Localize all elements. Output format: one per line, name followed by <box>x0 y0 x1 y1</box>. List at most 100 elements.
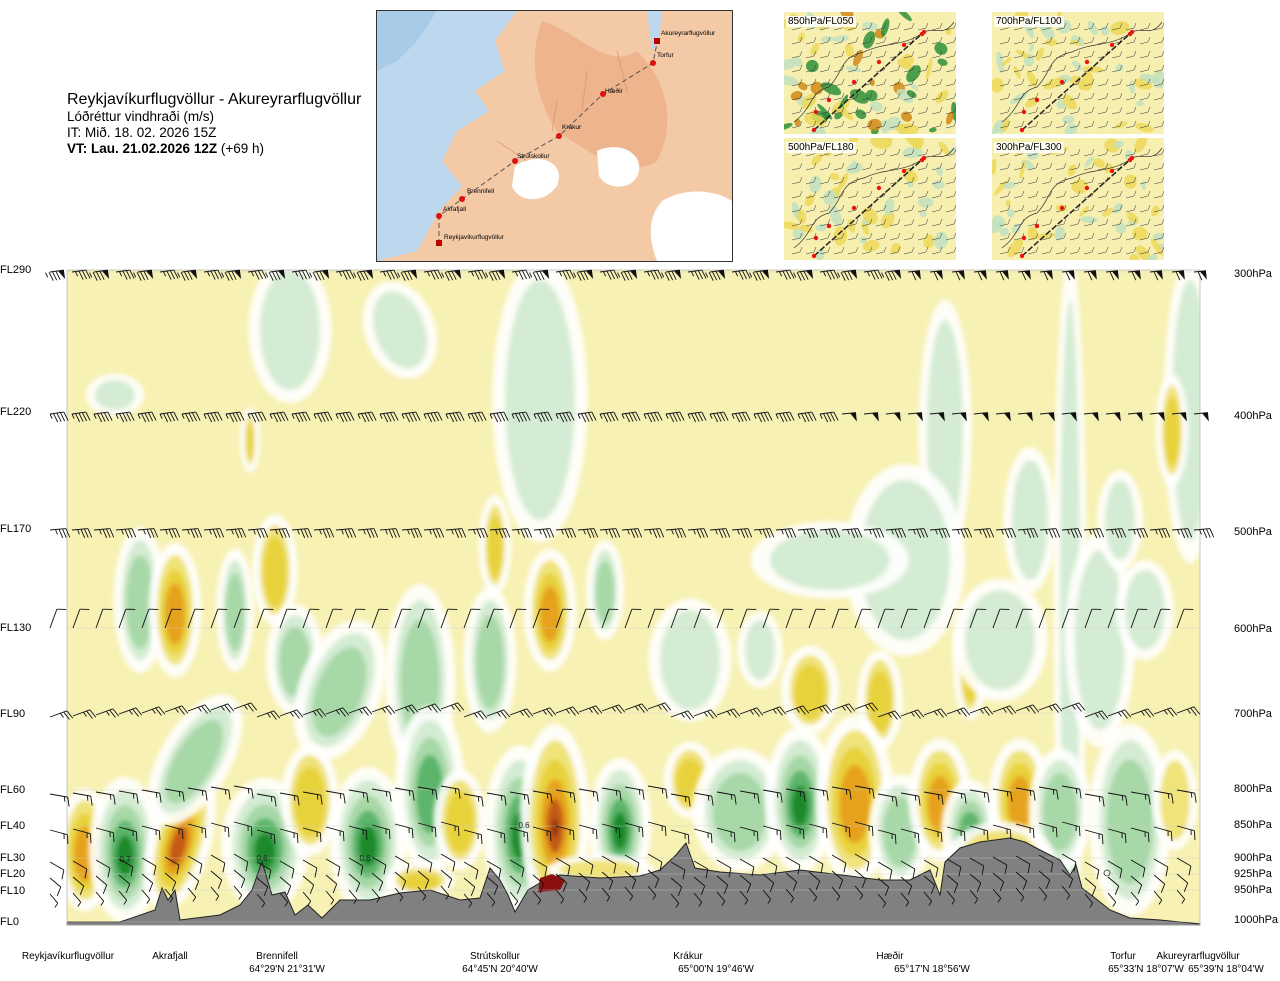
minimap-barb <box>1055 181 1065 185</box>
minimap-barb-flag <box>939 92 943 99</box>
minimap-barb <box>889 223 899 227</box>
minimap-barb <box>999 55 1009 59</box>
minimap-barb <box>1041 209 1051 213</box>
wind-cell-band <box>1125 570 1165 650</box>
fl-label-90: FL90 <box>0 708 26 720</box>
minimap-barb-flag <box>897 64 901 71</box>
minimap-barb-flag <box>1091 176 1095 183</box>
wind-barb <box>854 821 874 837</box>
wind-barb <box>440 785 461 799</box>
minimap-barb-flag <box>1119 246 1123 253</box>
minimap-700hpa-svg <box>992 12 1164 134</box>
wind-barb <box>1084 710 1109 720</box>
waypoint-torfur: Torfur <box>1110 951 1136 962</box>
minimap-barb-flag <box>953 218 956 225</box>
wind-barb <box>973 270 987 281</box>
minimap-barb-flag <box>1049 162 1053 169</box>
wind-barb <box>716 875 729 894</box>
minimap-barb <box>945 69 955 73</box>
brennifell-marker <box>459 196 465 202</box>
minimap-barb <box>1097 223 1107 227</box>
minimap-barb-flag <box>1077 162 1081 169</box>
minimap-barb-flag <box>1077 232 1081 239</box>
minimap-barb-flag <box>1133 190 1137 197</box>
minimap-cell <box>992 77 1004 93</box>
wind-cell-band <box>125 555 155 649</box>
minimap-cell <box>810 42 820 56</box>
wind-barb <box>693 892 703 907</box>
wind-cell-band <box>882 796 918 868</box>
wind-barb <box>233 869 246 888</box>
minimap-barb-flag <box>841 36 845 43</box>
wind-barb <box>647 821 667 837</box>
minimap-barb <box>861 181 871 185</box>
wind-barb <box>831 786 852 800</box>
minimap-barb-flag <box>1021 190 1025 197</box>
minimap-300hpa: 300hPa/FL300 <box>992 138 1164 260</box>
wind-barb <box>159 269 179 280</box>
minimap-barb-flag <box>939 246 943 253</box>
minimap-barb-flag <box>911 92 915 99</box>
wind-barb <box>693 709 718 719</box>
wind-barb <box>1061 528 1083 539</box>
minimap-barb <box>1125 195 1135 199</box>
wind-barb <box>693 792 714 806</box>
wind-barb <box>95 708 120 718</box>
minimap-barb-flag <box>1035 64 1039 71</box>
wind-barb <box>181 528 203 539</box>
minimap-cell <box>851 160 860 172</box>
minimap-barb-flag <box>1063 64 1067 71</box>
wind-barb <box>863 269 883 280</box>
minimap-barb <box>1111 111 1121 115</box>
minimap-barb <box>1041 111 1051 115</box>
wind-barb <box>371 788 392 802</box>
minimap-barb <box>875 223 885 227</box>
wind-barb <box>775 528 797 539</box>
minimap-barb-flag <box>1105 232 1109 239</box>
wind-barb <box>486 828 506 844</box>
wind-cell <box>952 578 1048 702</box>
minimap-barb-flag <box>1063 78 1067 85</box>
minimap-barb <box>1153 209 1163 213</box>
minimap-barb-flag <box>1133 106 1137 113</box>
minimap-barb <box>1069 153 1079 157</box>
minimap-barb <box>833 41 843 45</box>
wind-barb <box>72 828 92 844</box>
minimap-barb-flag <box>925 78 929 85</box>
wind-barb <box>1061 608 1079 629</box>
wind-barb <box>1017 528 1039 539</box>
minimap-barb-flag <box>1161 92 1164 99</box>
minimap-barb-flag <box>1147 106 1151 113</box>
wind-cell-band <box>372 291 428 369</box>
minimap-barb-flag <box>1063 92 1067 99</box>
wind-cell <box>88 777 162 923</box>
minimap-cell <box>853 49 864 67</box>
minimap-barb-flag <box>813 92 817 99</box>
minimap-barb-flag <box>1147 92 1151 99</box>
minimap-barb <box>1153 111 1163 115</box>
minimap-waypoint <box>826 223 832 229</box>
wind-cell <box>463 587 517 733</box>
minimap-barb-flag <box>1133 218 1137 225</box>
wind-cell <box>86 373 144 417</box>
minimap-barb-flag <box>1091 246 1095 253</box>
minimap-barb <box>917 153 927 157</box>
minimap-barb <box>945 27 955 31</box>
wind-cell-band <box>770 530 890 590</box>
wind-barb <box>716 891 726 906</box>
akrafjall-marker <box>436 213 442 219</box>
wind-barb <box>463 877 476 896</box>
minimap-barb-flag <box>869 50 873 57</box>
wind-barb <box>624 822 644 838</box>
minimap-barb-flag <box>827 218 831 225</box>
minimap-barb <box>875 41 885 45</box>
minimap-cell <box>992 123 1000 134</box>
minimap-barb <box>1055 111 1065 115</box>
wind-barb <box>187 887 197 902</box>
minimap-barb <box>1069 111 1079 115</box>
minimap-cell <box>903 138 920 150</box>
wind-barb <box>463 710 488 720</box>
hpa-label-600: 600hPa <box>1234 623 1272 635</box>
minimap-barb-flag <box>1091 148 1095 155</box>
minimap-barb <box>1069 223 1079 227</box>
